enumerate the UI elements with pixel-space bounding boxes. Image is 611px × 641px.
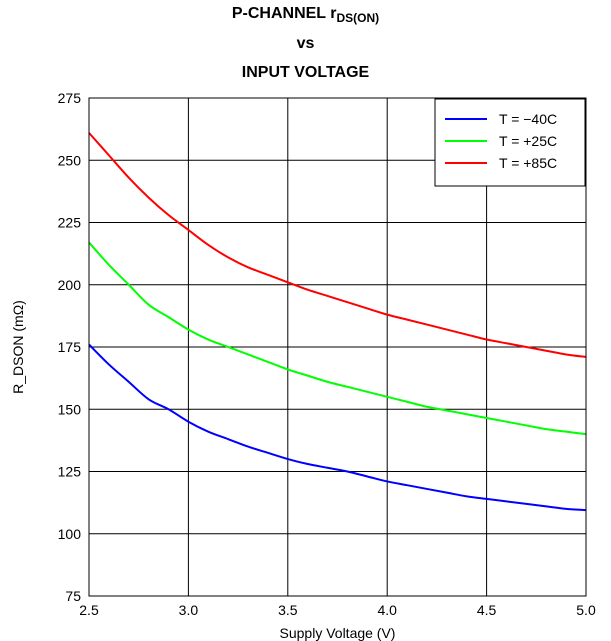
y-tick-label: 125 — [58, 464, 82, 480]
plot-frame — [88, 97, 587, 597]
series-line — [88, 132, 587, 358]
legend-entry: T = +85C — [499, 155, 557, 171]
legend-entry: T = −40C — [499, 111, 557, 127]
y-tick-label: 200 — [58, 277, 82, 293]
series-line — [88, 343, 587, 512]
x-tick-label: 4.0 — [377, 602, 397, 618]
chart-title-subscript: DS(ON) — [336, 11, 380, 25]
y-tick-label: 75 — [65, 588, 81, 604]
x-axis-label: Supply Voltage (V) — [280, 625, 396, 641]
y-tick-label: 100 — [58, 526, 82, 542]
y-axis-label: R_DSON (mΩ) — [10, 300, 26, 394]
tick-labels: 2.5 3.0 3.5 4.0 4.5 5.0 75 100 125 150 175 200 225 25… — [58, 90, 596, 618]
series-line — [88, 241, 587, 436]
y-tick-label: 150 — [58, 401, 82, 417]
x-tick-label: 4.5 — [477, 602, 497, 618]
y-tick-label: 175 — [58, 339, 82, 355]
x-tick-label: 3.5 — [278, 602, 298, 618]
y-tick-label: 250 — [58, 152, 82, 168]
chart-title-line3: INPUT VOLTAGE — [241, 64, 370, 81]
chart-title-line2: vs — [296, 35, 315, 52]
x-tick-label: 3.0 — [179, 602, 199, 618]
legend-entry: T = +25C — [499, 133, 557, 149]
series-layer — [88, 132, 587, 512]
x-tick-label: 5.0 — [576, 602, 596, 618]
legend: T = −40C T = +25C T = +85C — [434, 98, 586, 187]
y-tick-label: 225 — [58, 215, 82, 231]
legend-box — [434, 98, 586, 187]
y-tick-label: 275 — [58, 90, 82, 106]
chart-title-line1: P-CHANNEL rDS(ON) — [231, 5, 380, 25]
x-tick-label: 2.5 — [79, 602, 99, 618]
